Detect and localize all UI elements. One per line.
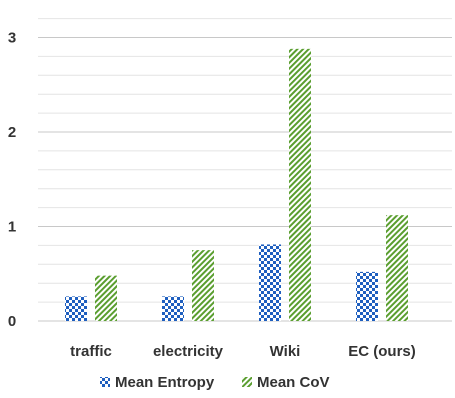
- bar-mean-cov: [386, 215, 408, 321]
- y-tick-label: 2: [8, 124, 16, 141]
- y-tick-label: 3: [8, 30, 16, 47]
- x-category-label: electricity: [153, 343, 224, 360]
- y-tick-label: 1: [8, 219, 16, 236]
- bar-mean-entropy: [259, 244, 281, 321]
- bar-mean-cov: [289, 48, 311, 322]
- legend-label: Mean Entropy: [115, 374, 215, 391]
- legend-swatch-entropy: [100, 377, 110, 387]
- bar-mean-cov: [192, 250, 214, 321]
- x-category-label: EC (ours): [348, 343, 416, 360]
- gridlines: [38, 18, 452, 322]
- legend: Mean Entropy Mean CoV: [100, 374, 330, 391]
- x-category-label: traffic: [70, 343, 112, 360]
- x-category-label: Wiki: [270, 343, 301, 360]
- y-tick-label: 0: [8, 313, 16, 330]
- bar-mean-cov: [95, 275, 117, 321]
- legend-label: Mean CoV: [257, 374, 330, 391]
- bar-mean-entropy: [162, 296, 184, 321]
- bar-mean-entropy: [356, 271, 378, 321]
- bar-mean-entropy: [65, 296, 87, 321]
- x-axis-labels: traffic electricity Wiki EC (ours): [70, 343, 416, 360]
- legend-swatch-cov: [242, 377, 252, 387]
- y-axis-ticks: 0 1 2 3: [8, 30, 16, 331]
- bars: [65, 48, 408, 322]
